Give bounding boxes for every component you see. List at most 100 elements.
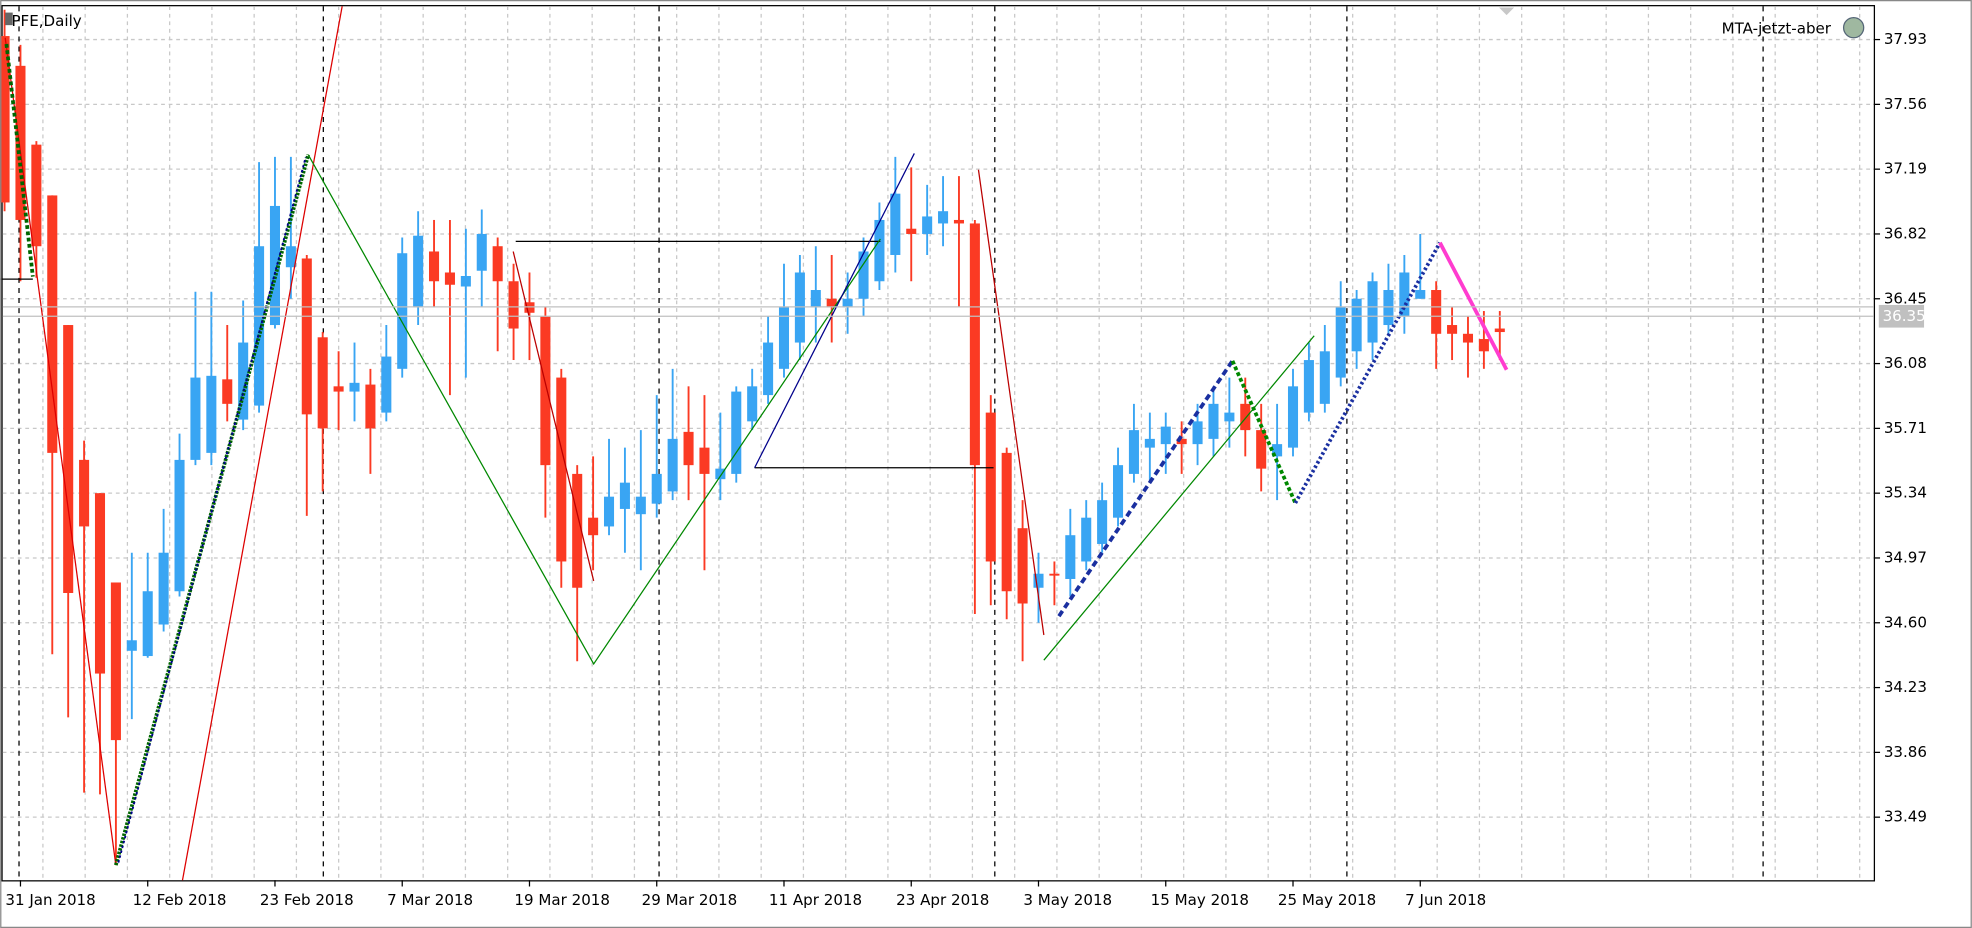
candle-body <box>31 144 42 247</box>
y-tick-label: 37.56 <box>1884 95 1927 113</box>
period-separators <box>18 6 1764 881</box>
candle-body <box>1113 465 1124 518</box>
y-tick-label: 34.60 <box>1884 613 1927 631</box>
trend-line <box>181 6 343 881</box>
candle-body <box>1001 452 1012 592</box>
candle-body <box>1351 298 1362 352</box>
candle-body <box>1367 281 1378 343</box>
candle-body <box>492 246 503 282</box>
y-tick-label: 33.86 <box>1884 743 1927 761</box>
y-tick-label: 35.34 <box>1884 484 1927 502</box>
candle-body <box>508 281 519 329</box>
candle-body <box>0 36 10 203</box>
expert-icon <box>1842 16 1865 39</box>
candle-body <box>1272 444 1283 457</box>
shift-marker <box>1499 7 1515 16</box>
x-tick-label: 12 Feb 2018 <box>133 891 227 909</box>
y-tick-label: 37.93 <box>1884 30 1927 48</box>
candle-body <box>1097 500 1108 544</box>
trend-line <box>4 37 117 866</box>
candle-body <box>126 640 137 651</box>
x-tick-label: 19 Mar 2018 <box>514 891 610 909</box>
y-tick-label: 36.45 <box>1884 289 1927 307</box>
drawn-objects <box>0 6 1515 881</box>
candle-body <box>238 342 249 420</box>
trend-line <box>754 153 915 469</box>
candle-body <box>938 211 949 224</box>
candle-body <box>413 235 424 308</box>
candle-body <box>47 195 58 453</box>
candle-body <box>190 377 201 460</box>
candle-body <box>254 246 265 406</box>
x-tick-label: 11 Apr 2018 <box>769 891 862 909</box>
y-tick-label: 37.19 <box>1884 160 1927 178</box>
candle-body <box>1287 386 1299 448</box>
candle-body <box>142 591 153 657</box>
last-price-box <box>1878 304 1925 328</box>
candle-body <box>1128 430 1139 474</box>
x-tick-label: 31 Jan 2018 <box>5 891 95 909</box>
vertical-grid <box>2 6 1874 881</box>
candle-body <box>301 258 312 415</box>
zigzag-dashed <box>1057 359 1235 618</box>
candle-body <box>158 552 169 625</box>
candle-body <box>842 298 853 308</box>
trend-line <box>1043 335 1315 661</box>
candle-body <box>874 219 885 282</box>
expert-name: MTA-jetzt-aber <box>1722 19 1832 37</box>
candle-body <box>985 412 996 562</box>
candle-body <box>285 246 296 268</box>
candle-body <box>715 468 726 480</box>
candle-body <box>1478 339 1489 352</box>
zigzag-dotted <box>117 156 307 863</box>
price-axis: 37.93 37.56 37.19 36.82 36.45 36.08 35.71 35.34… <box>5 30 1927 909</box>
candle-body <box>778 307 790 369</box>
candle-body <box>1192 421 1203 445</box>
candle-body <box>333 386 344 392</box>
x-tick-label: 29 Mar 2018 <box>642 891 738 909</box>
candle-body <box>1415 290 1426 299</box>
x-tick-label: 7 Jun 2018 <box>1405 891 1486 909</box>
candle-body <box>1033 573 1044 588</box>
candle-body <box>524 302 535 313</box>
candle-body <box>699 447 710 474</box>
candle-body <box>953 219 964 224</box>
x-tick-label: 15 May 2018 <box>1151 891 1249 909</box>
candle-body <box>572 473 583 588</box>
candle-body <box>906 228 917 234</box>
last-price-label: 36.35 <box>1883 307 1926 325</box>
x-tick-label: 23 Feb 2018 <box>260 891 354 909</box>
candle-body <box>1160 426 1171 445</box>
candle-body <box>1335 307 1346 378</box>
y-tick-label: 36.08 <box>1884 354 1927 372</box>
x-tick-label: 23 Apr 2018 <box>896 891 989 909</box>
y-tick-label: 33.49 <box>1884 808 1927 826</box>
zigzag-dotted <box>1293 241 1442 504</box>
candle-body <box>588 517 599 536</box>
candle-body <box>619 482 630 509</box>
y-tick-label: 35.71 <box>1884 419 1927 437</box>
chart-title: PFE,Daily <box>11 12 81 30</box>
candle-body <box>794 272 805 343</box>
candle-body <box>269 205 281 326</box>
candle-body <box>1399 272 1410 317</box>
candle-body <box>540 316 551 466</box>
candle-body <box>349 382 360 392</box>
candle-body <box>890 193 901 255</box>
zigzag <box>307 154 881 666</box>
candle-body <box>365 384 376 429</box>
candle-body <box>651 473 662 504</box>
candle-body <box>1240 403 1251 431</box>
candle-body <box>731 391 742 474</box>
y-tick-label: 34.97 <box>1884 548 1927 566</box>
candle-body <box>317 337 328 429</box>
candle-body <box>1383 290 1394 326</box>
candle-body <box>603 496 615 527</box>
x-tick-label: 25 May 2018 <box>1278 891 1376 909</box>
plot-frame <box>1 5 1876 882</box>
candle-body <box>667 438 678 492</box>
candle-body <box>63 325 74 593</box>
zigzag-dotted <box>114 154 311 866</box>
